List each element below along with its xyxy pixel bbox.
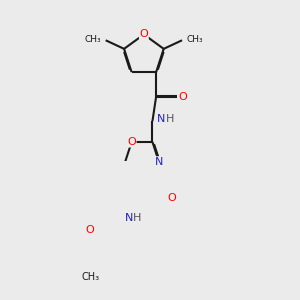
Text: O: O	[140, 29, 148, 39]
Text: CH₃: CH₃	[81, 272, 99, 282]
Text: O: O	[86, 225, 94, 235]
Text: O: O	[167, 194, 176, 203]
Text: H: H	[133, 213, 141, 223]
Text: N: N	[157, 114, 165, 124]
Text: N: N	[124, 213, 133, 223]
Text: CH₃: CH₃	[187, 34, 203, 43]
Text: O: O	[178, 92, 187, 102]
Text: H: H	[166, 114, 174, 124]
Text: O: O	[127, 137, 136, 147]
Text: CH₃: CH₃	[85, 34, 101, 43]
Text: N: N	[155, 157, 163, 167]
